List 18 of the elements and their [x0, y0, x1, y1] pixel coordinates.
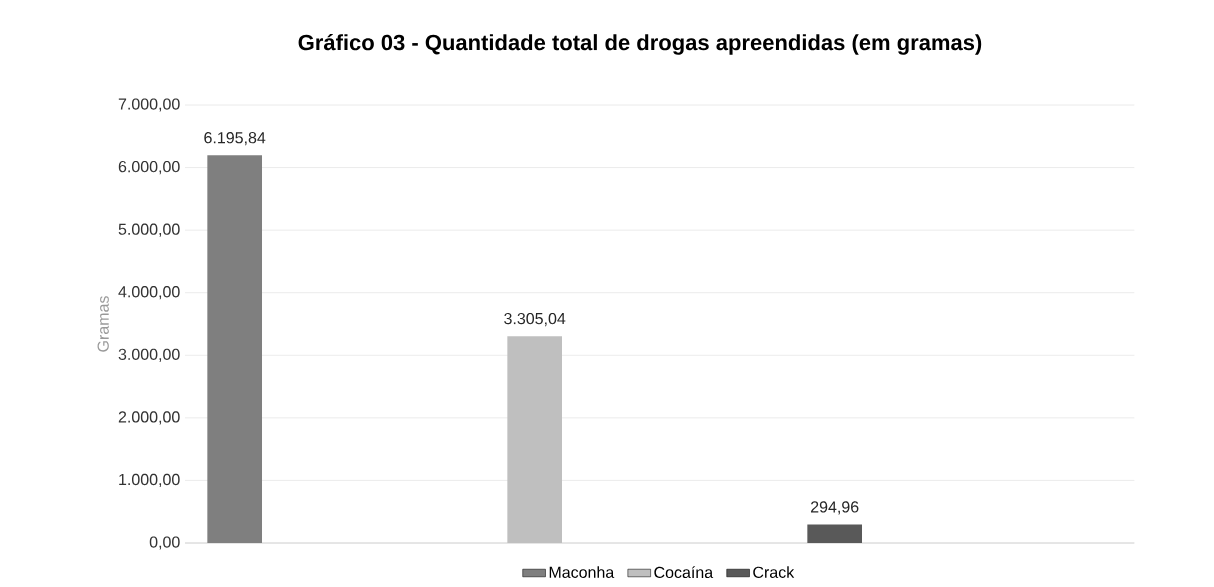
y-tick-label: 4.000,00: [118, 286, 180, 300]
legend-label: Cocaína: [654, 566, 714, 579]
y-tick-label: 1.000,00: [119, 473, 180, 488]
y-tick-label: 3.000,00: [118, 348, 180, 362]
data-label: 294,96: [811, 501, 859, 515]
y-tick-label: 5.000,00: [118, 223, 180, 237]
y-tick-label: 6.000,00: [118, 160, 180, 175]
y-tick-label: 2.000,00: [118, 411, 180, 425]
legend-label: Crack: [753, 566, 795, 578]
y-axis-title: Gramas: [97, 296, 109, 352]
bar: [207, 155, 263, 543]
y-tick-label: 7.000,00: [118, 98, 180, 112]
legend-label: Maconha: [549, 566, 615, 578]
data-label: 3.305,04: [504, 312, 566, 327]
chart-title: Gráfico 03 - Quantidade total de drogas apreendidas (em gramas): [298, 33, 982, 55]
data-label: 6.195,84: [204, 132, 266, 146]
bar: [807, 524, 863, 543]
y-tick-label: 0,00: [149, 536, 180, 550]
